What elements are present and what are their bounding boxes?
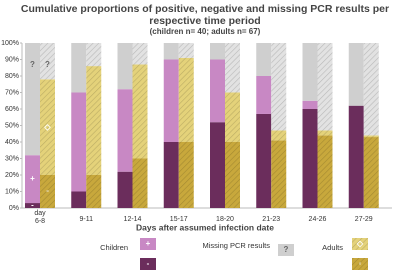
y-tick-label: 100%: [1, 40, 19, 47]
y-tick-label: 10%: [5, 188, 19, 195]
bar-segment: [302, 43, 318, 101]
y-tick-label: 80%: [5, 73, 19, 80]
bar-segment: [71, 43, 87, 93]
x-tick-label: 15-17: [170, 216, 188, 223]
bar-segment: [302, 109, 318, 208]
hatch: [132, 43, 148, 65]
y-tick-label: 50%: [5, 122, 19, 129]
segment-symbol: ◦: [46, 187, 49, 196]
chart-title: respective time period: [149, 15, 260, 27]
hatch: [225, 43, 240, 93]
bar-segment: [348, 105, 364, 208]
bar-segment: [210, 59, 225, 123]
bar-segment: [163, 43, 179, 60]
y-tick-label: 40%: [5, 139, 19, 146]
hatch: [178, 142, 194, 208]
segment-symbol: +: [30, 174, 35, 183]
hatch: [317, 130, 333, 136]
segment-symbol: ?: [45, 60, 50, 69]
y-tick-label: 0%: [9, 205, 19, 212]
bar-segment: [348, 43, 364, 106]
legend-symbol: -: [147, 259, 150, 268]
segment-symbol: ?: [30, 60, 35, 69]
hatch: [40, 175, 55, 208]
segment-symbol: -: [31, 201, 34, 210]
x-tick-label: 27-29: [355, 216, 373, 223]
y-tick-label: 30%: [5, 155, 19, 162]
legend-label: Children: [100, 243, 128, 252]
hatch: [178, 43, 194, 58]
hatch: [363, 137, 379, 208]
hatch: [363, 43, 379, 136]
y-tick-label: 90%: [5, 56, 19, 63]
bar-segment: [302, 100, 318, 109]
bar-segment: [210, 43, 225, 60]
hatch: [86, 43, 102, 67]
hatch: [178, 57, 194, 142]
legend-symbol: +: [146, 239, 151, 248]
bar-segment: [71, 92, 87, 192]
segment-symbol: ◇: [43, 122, 51, 131]
x-tick-label: 21-23: [262, 216, 280, 223]
x-tick-label: day 6-8: [34, 210, 46, 225]
chart-subtitle: (children n= 40; adults n= 67): [150, 27, 261, 36]
bar-segment: [210, 122, 225, 208]
hatch: [363, 135, 379, 138]
bar-segment: [25, 203, 40, 208]
hatch: [317, 135, 333, 208]
legend-symbol: ◦: [359, 259, 362, 268]
y-tick-label: 60%: [5, 106, 19, 113]
legend-swatch: [140, 258, 156, 270]
bar-segment: [163, 142, 179, 208]
bar-segment: [117, 171, 133, 208]
hatch: [86, 66, 102, 175]
hatch: [40, 79, 55, 175]
hatch: [40, 43, 55, 80]
hatch: [86, 175, 102, 208]
bar-segment: [117, 43, 133, 90]
bar-segment: [71, 191, 87, 208]
hatch: [352, 258, 368, 270]
hatch: [317, 43, 333, 131]
legend-symbol: ◇: [356, 239, 364, 248]
bar-segment: [163, 59, 179, 142]
bar-segment: [256, 113, 272, 208]
hatch: [271, 43, 287, 131]
bar-segment: [117, 89, 133, 172]
y-tick-label: 20%: [5, 172, 19, 179]
bar-segment: [256, 43, 272, 76]
x-tick-label: 12-14: [124, 216, 142, 223]
legend-swatch: [278, 244, 294, 256]
bar-segment: [25, 43, 40, 156]
hatch: [271, 140, 287, 208]
x-tick-label: 9-11: [80, 216, 94, 223]
chart-title: Cumulative proportions of positive, nega…: [21, 3, 389, 15]
legend-swatch: [140, 238, 156, 250]
x-tick-label: 24-26: [309, 216, 327, 223]
bar-segment: [25, 155, 40, 204]
y-tick-label: 70%: [5, 89, 19, 96]
hatch: [352, 238, 368, 250]
hatch: [271, 130, 287, 141]
legend-label: Missing PCR results: [202, 241, 270, 250]
hatch: [225, 142, 240, 208]
x-axis-title: Days after assumed infection date: [136, 222, 274, 232]
hatch: [132, 64, 148, 159]
legend-symbol: ?: [284, 245, 289, 254]
x-tick-label: 18-20: [216, 216, 234, 223]
hatch: [132, 158, 148, 208]
legend-label: Adults: [322, 243, 343, 252]
hatch: [225, 92, 240, 142]
bar-segment: [256, 76, 272, 114]
